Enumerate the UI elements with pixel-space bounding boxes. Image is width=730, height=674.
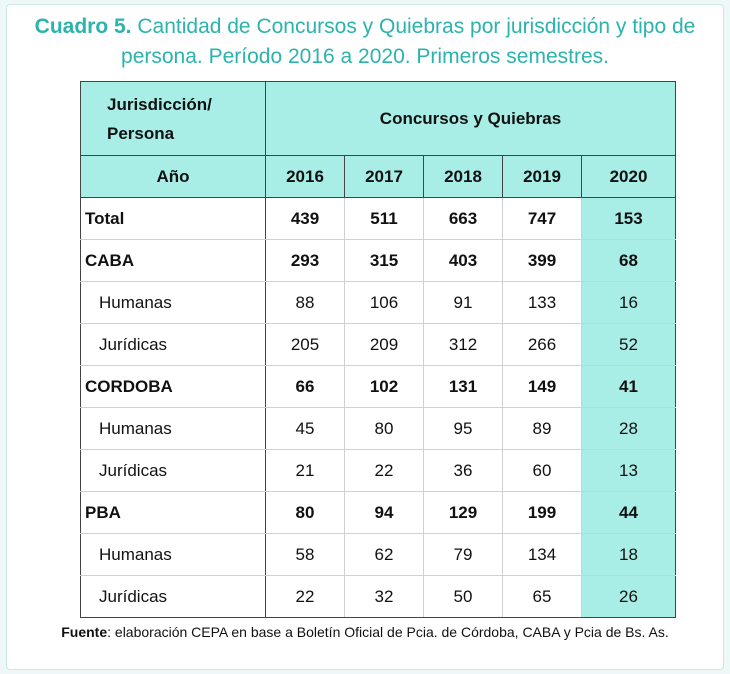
table-cell: 88	[265, 281, 345, 324]
table-cell: 133	[502, 281, 582, 324]
source-label: Fuente	[61, 624, 108, 640]
table-cell: 399	[502, 239, 582, 282]
table-row: Humanas 88 106 91 133 16	[80, 281, 676, 324]
corner-header-line1: Jurisdicción/	[107, 94, 212, 114]
table-cell: 22	[344, 449, 424, 492]
table-cell: 663	[423, 197, 503, 240]
row-label: CORDOBA	[80, 365, 266, 408]
table-cell: 266	[502, 323, 582, 366]
row-label: Total	[80, 197, 266, 240]
table-cell: 68	[581, 239, 676, 282]
table-cell: 44	[581, 491, 676, 534]
table-cell: 80	[344, 407, 424, 450]
table-row: Total 439 511 663 747 153	[80, 197, 676, 240]
table-cell: 79	[423, 533, 503, 576]
table-cell: 129	[423, 491, 503, 534]
table-cell: 106	[344, 281, 424, 324]
table-cell: 21	[265, 449, 345, 492]
table-cell: 50	[423, 575, 503, 618]
year-header: 2020	[581, 155, 676, 198]
data-table: Jurisdicción/ Persona Concursos y Quiebr…	[80, 81, 676, 618]
corner-header: Jurisdicción/ Persona	[80, 81, 266, 156]
table-cell: 80	[265, 491, 345, 534]
table-cell: 312	[423, 323, 503, 366]
table-cell: 52	[581, 323, 676, 366]
corner-header-line2: Persona	[107, 123, 175, 143]
table-cell: 131	[423, 365, 503, 408]
table-row: Jurídicas 22 32 50 65 26	[80, 575, 676, 618]
table-cell: 62	[344, 533, 424, 576]
row-label: Jurídicas	[80, 449, 266, 492]
year-header: 2019	[502, 155, 582, 198]
table-cell: 102	[344, 365, 424, 408]
table-cell: 511	[344, 197, 424, 240]
table-cell: 36	[423, 449, 503, 492]
table-cell: 403	[423, 239, 503, 282]
table-cell: 58	[265, 533, 345, 576]
table-cell: 16	[581, 281, 676, 324]
table-cell: 66	[265, 365, 345, 408]
page-title: Cuadro 5. Cantidad de Concursos y Quiebr…	[10, 12, 720, 72]
table-cell: 439	[265, 197, 345, 240]
table-cell: 747	[502, 197, 582, 240]
table-body: Total 439 511 663 747 153 CABA 293 315 403 399 68 Hu…	[80, 197, 676, 618]
table-row: PBA 80 94 129 199 44	[80, 491, 676, 534]
year-header: 2018	[423, 155, 503, 198]
table-cell: 13	[581, 449, 676, 492]
table-row: Jurídicas 205 209 312 266 52	[80, 323, 676, 366]
row-label: Humanas	[80, 533, 266, 576]
table-cell: 65	[502, 575, 582, 618]
table-cell: 293	[265, 239, 345, 282]
table-cell: 45	[265, 407, 345, 450]
table-cell: 89	[502, 407, 582, 450]
source-text: : elaboración CEPA en base a Boletín Ofi…	[107, 624, 669, 640]
row-label: Humanas	[80, 281, 266, 324]
table-cell: 95	[423, 407, 503, 450]
year-header: 2017	[344, 155, 424, 198]
table-cell: 149	[502, 365, 582, 408]
year-header: 2016	[265, 155, 345, 198]
row-label: CABA	[80, 239, 266, 282]
table-cell: 91	[423, 281, 503, 324]
table-cell: 28	[581, 407, 676, 450]
group-header: Concursos y Quiebras	[265, 81, 676, 156]
title-label: Cuadro 5.	[34, 15, 132, 38]
table-cell: 60	[502, 449, 582, 492]
table-cell: 41	[581, 365, 676, 408]
table-cell: 22	[265, 575, 345, 618]
table-cell: 209	[344, 323, 424, 366]
table-cell: 315	[344, 239, 424, 282]
table-row: CORDOBA 66 102 131 149 41	[80, 365, 676, 408]
table-cell: 153	[581, 197, 676, 240]
row-label: PBA	[80, 491, 266, 534]
row-label: Humanas	[80, 407, 266, 450]
table-cell: 18	[581, 533, 676, 576]
table-row: Humanas 45 80 95 89 28	[80, 407, 676, 450]
table-cell: 32	[344, 575, 424, 618]
title-text: Cantidad de Concursos y Quiebras por jur…	[121, 15, 696, 68]
table-cell: 134	[502, 533, 582, 576]
year-label-header: Año	[80, 155, 266, 198]
table-cell: 199	[502, 491, 582, 534]
source-note: Fuente: elaboración CEPA en base a Bolet…	[0, 624, 730, 640]
row-label: Jurídicas	[80, 323, 266, 366]
table-cell: 94	[344, 491, 424, 534]
row-label: Jurídicas	[80, 575, 266, 618]
table-cell: 26	[581, 575, 676, 618]
table-row: CABA 293 315 403 399 68	[80, 239, 676, 282]
table-row: Jurídicas 21 22 36 60 13	[80, 449, 676, 492]
table-cell: 205	[265, 323, 345, 366]
table-row: Humanas 58 62 79 134 18	[80, 533, 676, 576]
